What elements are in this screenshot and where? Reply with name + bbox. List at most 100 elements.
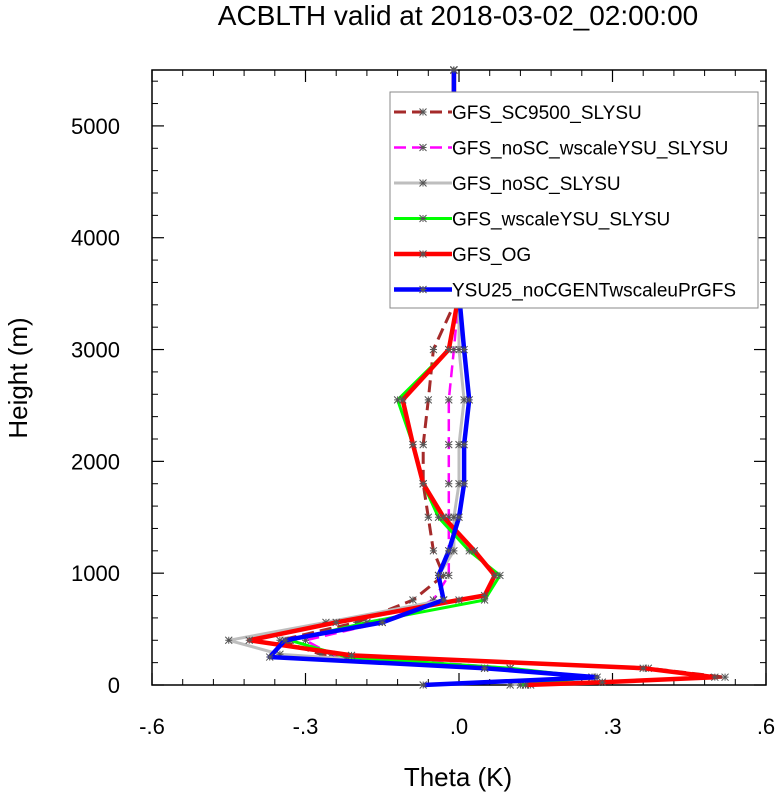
series-point — [419, 440, 428, 449]
series-point — [455, 596, 463, 604]
series-point — [444, 479, 453, 488]
legend-marker — [419, 108, 427, 116]
series-point — [639, 664, 648, 673]
legend: GFS_SC9500_SLYSU GFS_noSC_wscaleYSU_SLYSU… — [389, 91, 759, 309]
x-tick-label: -.3 — [293, 714, 319, 739]
series-point — [444, 571, 453, 580]
legend-item-gfs-og: GFS_OG — [394, 245, 531, 266]
series-point — [490, 571, 499, 580]
series-point — [516, 681, 525, 689]
series-point — [496, 571, 504, 580]
series-point — [480, 596, 489, 604]
y-tick-label: 4000 — [71, 226, 120, 251]
series-point — [450, 345, 458, 354]
legend-marker — [419, 250, 427, 258]
series-point — [276, 650, 284, 659]
legend-label: GFS_SC9500_SLYSU — [452, 103, 642, 124]
legend-label: GFS_noSC_wscaleYSU_SLYSU — [452, 139, 728, 160]
series-point — [444, 440, 453, 449]
series-point — [281, 636, 289, 645]
series-point — [276, 636, 284, 645]
series-point — [710, 673, 719, 682]
legend-label: GFS_noSC_SLYSU — [452, 174, 621, 195]
legend-item-ysu25-nocgentwscaleuprgfs: YSU25_noCGENTwscaleuPrGFS — [394, 281, 736, 302]
series-point — [378, 618, 387, 627]
series-point — [393, 396, 402, 404]
series-point — [455, 440, 463, 449]
x-axis-label: Theta (K) — [404, 762, 512, 792]
y-tick-label: 0 — [108, 673, 120, 698]
series-point — [424, 513, 433, 522]
series-point — [465, 546, 474, 555]
legend-item-gfs-nosc-wscaleysu-slysu: GFS_noSC_wscaleYSU_SLYSU — [394, 139, 728, 160]
series-point — [721, 673, 729, 682]
series-point — [450, 546, 458, 555]
series-point — [419, 681, 428, 689]
series-point — [316, 650, 325, 659]
series-point — [444, 513, 453, 522]
series-point — [450, 66, 458, 74]
series-point — [460, 396, 468, 404]
series-point — [444, 396, 453, 404]
x-tick-label: .0 — [450, 714, 468, 739]
series-point — [301, 636, 310, 645]
series-point — [347, 651, 356, 660]
series-point — [224, 636, 233, 645]
series-point — [409, 440, 417, 449]
series-point — [429, 345, 438, 354]
series-point — [332, 618, 341, 627]
series-point — [521, 681, 530, 689]
series-point — [444, 345, 453, 354]
legend-item-gfs-wscaleysu-slysu: GFS_wscaleYSU_SLYSU — [394, 210, 670, 231]
series-point — [465, 396, 474, 404]
y-tick-label: 3000 — [71, 338, 120, 363]
axis-ticks: -.6 -.3 .0 .3 .6 0 1000 2000 3000 4000 5000 — [71, 70, 775, 739]
series-point — [429, 596, 438, 604]
legend-box — [389, 91, 759, 309]
y-axis-label: Height (m) — [3, 317, 33, 438]
series-point — [419, 479, 428, 488]
series-point — [398, 396, 407, 404]
series-point — [363, 618, 371, 627]
x-tick-label: .6 — [757, 714, 775, 739]
x-tick-label: -.6 — [139, 714, 165, 739]
legend-label: GFS_wscaleYSU_SLYSU — [452, 210, 670, 231]
series-point — [429, 546, 438, 555]
legend-marker — [419, 214, 427, 223]
legend-marker — [419, 143, 427, 152]
legend-item-gfs-sc9500-slysu: GFS_SC9500_SLYSU — [394, 103, 642, 124]
series-point — [506, 681, 515, 689]
y-tick-label: 2000 — [71, 449, 120, 474]
legend-label: GFS_OG — [452, 245, 531, 266]
series-point — [450, 513, 458, 522]
series-point — [439, 596, 448, 604]
series-point — [265, 653, 274, 661]
chart-title: ACBLTH valid at 2018-03-02_02:00:00 — [218, 0, 698, 31]
x-tick-label: .3 — [603, 714, 621, 739]
y-tick-label: 5000 — [71, 114, 120, 139]
legend-marker — [419, 179, 427, 187]
series-point — [460, 345, 468, 354]
series-point — [598, 678, 607, 687]
series-point — [444, 546, 453, 555]
series-point — [593, 673, 602, 682]
series-point — [424, 396, 433, 404]
legend-label: YSU25_noCGENTwscaleuPrGFS — [452, 281, 736, 302]
series-point — [455, 479, 463, 488]
series-point — [470, 546, 479, 555]
series-point — [460, 440, 468, 449]
legend-item-gfs-nosc-slysu: GFS_noSC_SLYSU — [394, 174, 621, 195]
series-point — [245, 636, 254, 645]
y-tick-label: 1000 — [71, 561, 120, 586]
series-point — [480, 664, 489, 673]
series-point — [460, 479, 468, 488]
series-point — [434, 513, 443, 522]
series-point — [342, 653, 351, 661]
series-point — [434, 571, 443, 580]
series-point — [439, 571, 448, 580]
series-point — [455, 345, 463, 354]
series-point — [455, 513, 463, 522]
series-point — [480, 591, 489, 600]
series-point — [439, 513, 448, 522]
